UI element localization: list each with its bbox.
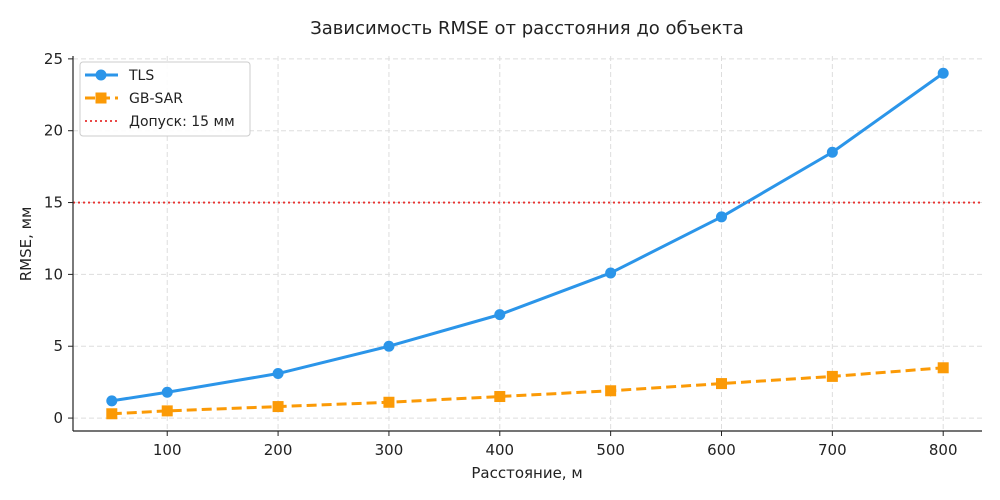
legend-marker — [95, 92, 107, 104]
data-point — [605, 385, 617, 397]
legend-item-gb-sar: GB-SAR — [85, 91, 183, 107]
data-point — [161, 386, 173, 398]
y-axis-label: RMSE, мм — [17, 207, 35, 282]
data-point — [383, 340, 395, 352]
legend-label: TLS — [128, 68, 154, 84]
data-point — [383, 396, 395, 408]
data-point — [106, 395, 118, 407]
ticks: 100 200 300 400 500 600 700 800 0 5 10 15 20 25 — [44, 50, 958, 459]
axes — [72, 56, 982, 432]
data-point — [937, 362, 949, 374]
data-point — [826, 370, 838, 382]
chart-title: Зависимость RMSE от расстояния до объект… — [310, 18, 744, 39]
series-line — [111, 366, 944, 416]
y-tick-label: 20 — [44, 122, 63, 140]
legend-marker — [95, 69, 107, 81]
data-point — [826, 146, 838, 158]
legend: TLS GB-SAR Допуск: 15 мм — [79, 61, 251, 137]
x-axis-label: Расстояние, м — [471, 464, 582, 482]
data-point — [937, 67, 949, 79]
data-point — [106, 408, 118, 420]
legend-item-tls: TLS — [85, 68, 154, 84]
data-point — [494, 391, 506, 403]
series-layer — [106, 67, 949, 420]
x-tick-label: 600 — [707, 441, 736, 459]
y-tick-label: 15 — [44, 194, 63, 212]
y-tick-label: 25 — [44, 50, 63, 68]
y-tick-label: 10 — [44, 265, 63, 283]
data-point — [161, 405, 173, 417]
series-gb-sar — [106, 362, 949, 420]
data-point — [272, 401, 284, 413]
series-tls — [106, 67, 949, 407]
x-tick-label: 100 — [153, 441, 182, 459]
x-tick-label: 300 — [375, 441, 404, 459]
y-tick-label: 5 — [53, 337, 63, 355]
data-point — [715, 211, 727, 223]
legend-frame — [79, 61, 251, 137]
x-tick-label: 700 — [818, 441, 847, 459]
x-tick-label: 500 — [596, 441, 625, 459]
legend-label: GB-SAR — [129, 91, 183, 107]
x-tick-label: 800 — [929, 441, 958, 459]
data-point — [715, 378, 727, 390]
x-tick-label: 200 — [264, 441, 293, 459]
legend-item-tolerance: Допуск: 15 мм — [85, 114, 235, 130]
data-point — [272, 368, 284, 380]
legend-label: Допуск: 15 мм — [129, 114, 235, 130]
y-tick-label: 0 — [53, 409, 63, 427]
data-point — [605, 267, 617, 279]
x-tick-label: 400 — [485, 441, 514, 459]
data-point — [494, 309, 506, 321]
